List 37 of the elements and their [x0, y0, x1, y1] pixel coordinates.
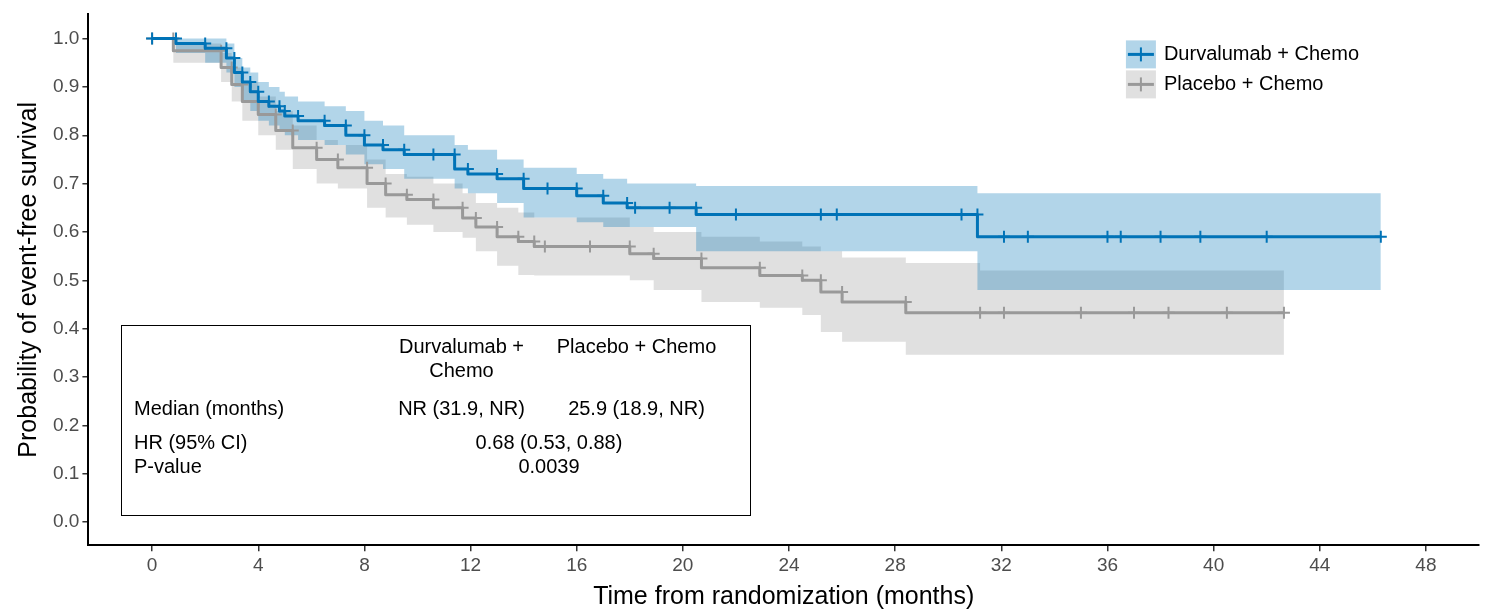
- annotation: 0.68 (0.53, 0.88): [474, 430, 624, 454]
- y-tick-label: 0.7: [52, 171, 80, 193]
- y-tick-label: 0.4: [52, 316, 80, 338]
- annotation: P-value: [134, 454, 203, 478]
- y-tick-label: 0.3: [52, 365, 80, 387]
- x-tick-label: 44: [1309, 553, 1331, 575]
- x-tick-label: 8: [359, 553, 370, 575]
- annotation: 25.9 (18.9, NR): [567, 396, 706, 420]
- y-tick-label: 0.5: [52, 268, 80, 290]
- annotation: HR (95% CI): [134, 430, 249, 454]
- y-tick-label: 0.1: [52, 461, 80, 483]
- y-tick-label: 1.0: [52, 26, 80, 48]
- x-tick-label: 32: [990, 553, 1012, 575]
- x-tick-label: 16: [566, 553, 588, 575]
- y-tick-label: 0.2: [52, 413, 80, 435]
- x-tick-label: 36: [1096, 553, 1119, 575]
- x-tick-label: 20: [672, 553, 694, 575]
- x-tick-label: 40: [1203, 553, 1225, 575]
- y-tick-label: 0.6: [52, 220, 80, 242]
- annotation: Placebo + Chemo: [555, 334, 718, 359]
- legend-label: Durvalumab + Chemo: [1163, 41, 1360, 64]
- legend-label: Placebo + Chemo: [1163, 71, 1324, 94]
- annotation: NR (31.9, NR): [397, 396, 526, 420]
- y-tick-label: 0.0: [52, 510, 80, 532]
- annotation: Median (months): [134, 396, 286, 420]
- x-tick-label: 48: [1415, 553, 1437, 575]
- annotation: Durvalumab + Chemo: [397, 334, 526, 382]
- x-tick-label: 28: [884, 553, 906, 575]
- y-axis-title: Probability of event-free survival: [12, 101, 41, 458]
- y-tick-label: 0.8: [52, 123, 80, 145]
- annotation: 0.0039: [517, 454, 581, 478]
- y-tick-label: 0.9: [52, 75, 80, 97]
- x-tick-label: 12: [459, 553, 482, 575]
- x-tick-label: 4: [252, 553, 264, 575]
- x-tick-label: 24: [778, 553, 801, 575]
- x-tick-label: 0: [146, 553, 158, 575]
- x-axis-title: Time from randomization (months): [593, 580, 975, 609]
